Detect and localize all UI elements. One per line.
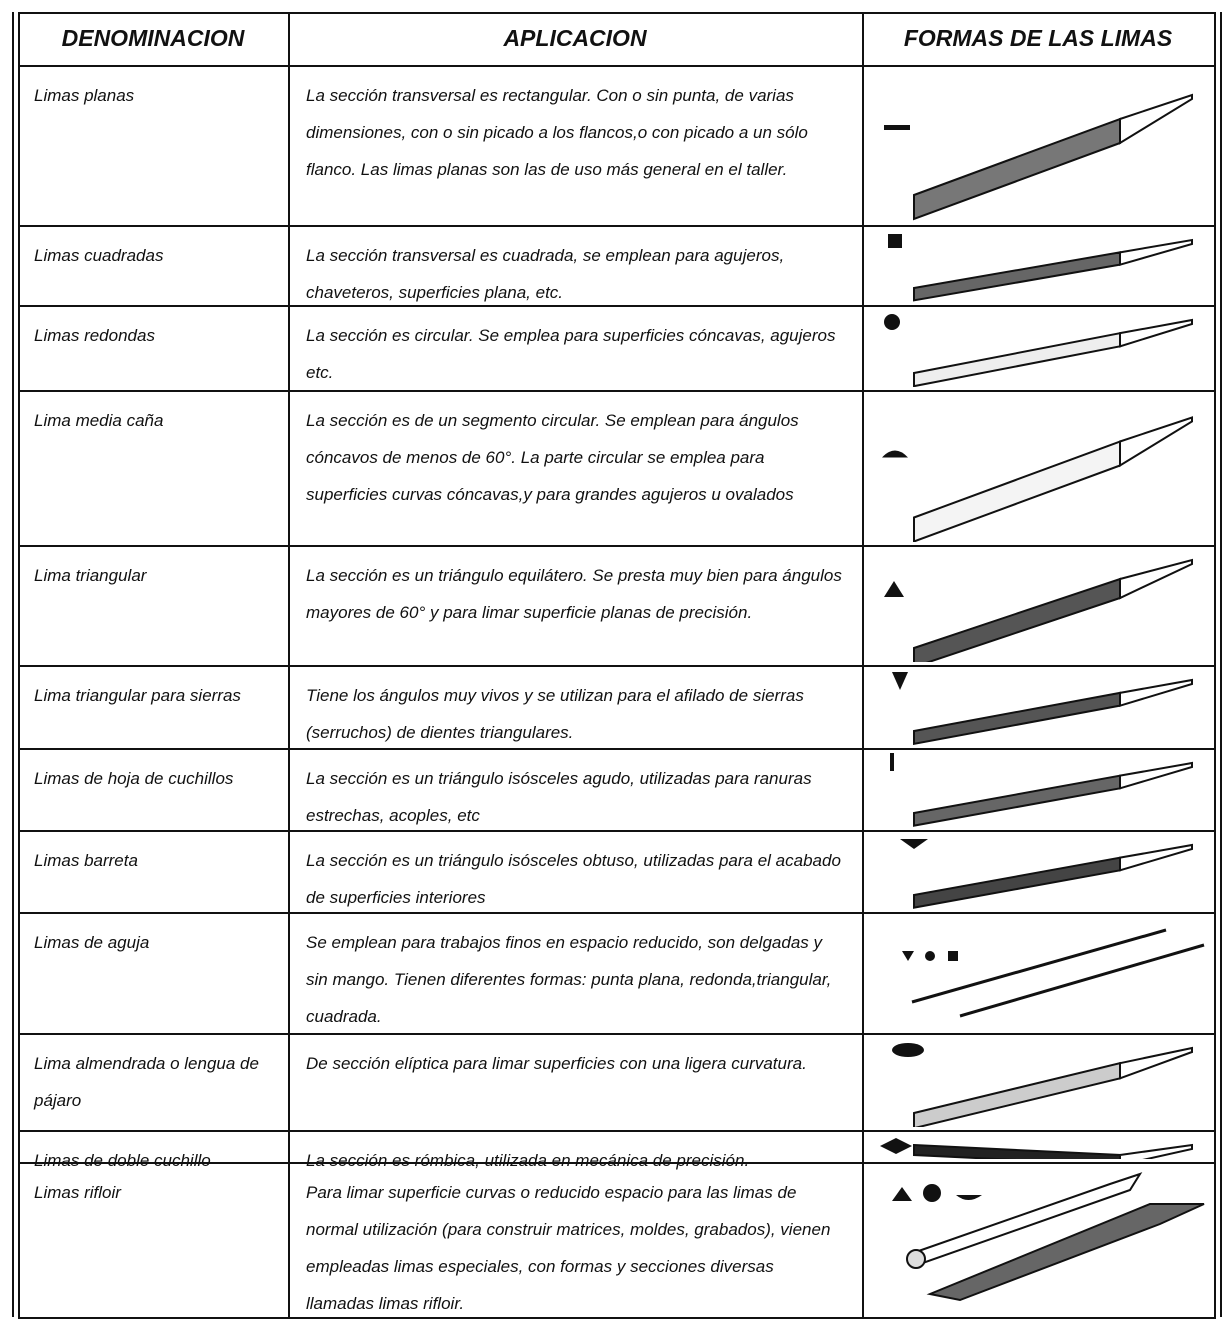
row-name: Lima triangular para sierras [34, 686, 241, 705]
col-rule [288, 12, 290, 1317]
col-rule [862, 12, 864, 1317]
file-illustration [880, 1138, 1193, 1159]
file-illustration [900, 839, 1193, 909]
row-name: Limas cuadradas [34, 246, 164, 265]
outer-rule [12, 12, 14, 1317]
row-rule [18, 1317, 1216, 1319]
file-illustration [882, 416, 1193, 542]
row-name: Lima media caña [34, 411, 164, 430]
row-application: La sección es de un segmento circular. S… [306, 411, 799, 504]
row-application: De sección elíptica para limar superfici… [306, 1054, 807, 1073]
file-illustration [884, 558, 1193, 662]
file-illustration [892, 1172, 1205, 1302]
row-rule [18, 748, 1216, 750]
row-name: Lima almendrada o lengua de pájaro [34, 1054, 259, 1110]
outer-rule [1220, 12, 1222, 1317]
row-rule [18, 1033, 1216, 1035]
row-rule [18, 665, 1216, 667]
row-rule [18, 12, 1216, 14]
row-rule [18, 65, 1216, 67]
row-rule [18, 912, 1216, 914]
row-application: Para limar superficie curvas o reducido … [306, 1183, 831, 1313]
row-rule [18, 1130, 1216, 1132]
row-rule [18, 830, 1216, 832]
row-name: Limas redondas [34, 326, 155, 345]
row-application: La sección es circular. Se emplea para s… [306, 326, 836, 382]
row-name: Limas planas [34, 86, 135, 105]
row-application: La sección transversal es cuadrada, se e… [306, 246, 785, 302]
row-rule [18, 225, 1216, 227]
row-name: Limas barreta [34, 851, 138, 870]
column-header: FORMAS DE LAS LIMAS [903, 25, 1173, 51]
row-name: Limas de doble cuchillo [34, 1151, 211, 1170]
column-header: DENOMINACION [61, 25, 245, 51]
column-header: APLICACION [503, 25, 647, 51]
file-illustration [890, 753, 1193, 827]
col-rule [1214, 12, 1216, 1317]
row-application: La sección transversal es rectangular. C… [306, 86, 808, 179]
row-name: Limas de aguja [34, 933, 150, 952]
row-application: Tiene los ángulos muy vivos y se utiliza… [306, 686, 804, 742]
file-illustration [902, 928, 1205, 1018]
row-application: La sección es rómbica, utilizada en mecá… [306, 1151, 750, 1170]
row-name: Limas de hoja de cuchillos [34, 769, 234, 788]
row-application: La sección es un triángulo isósceles obt… [306, 851, 841, 907]
row-rule [18, 305, 1216, 307]
col-rule [18, 12, 20, 1317]
row-name: Lima triangular [34, 566, 147, 585]
file-illustration [892, 1043, 1193, 1127]
row-application: La sección es un triángulo isósceles agu… [306, 769, 812, 825]
row-name: Limas rifloir [34, 1183, 121, 1202]
file-illustration [884, 93, 1193, 221]
row-rule [18, 545, 1216, 547]
file-illustration [884, 314, 1193, 387]
row-rule [18, 1162, 1216, 1164]
row-rule [18, 390, 1216, 392]
file-illustration [888, 234, 1193, 302]
file-illustration [892, 672, 1193, 745]
row-application: La sección es un triángulo equilátero. S… [306, 566, 842, 622]
row-application: Se emplean para trabajos finos en espaci… [306, 933, 832, 1026]
